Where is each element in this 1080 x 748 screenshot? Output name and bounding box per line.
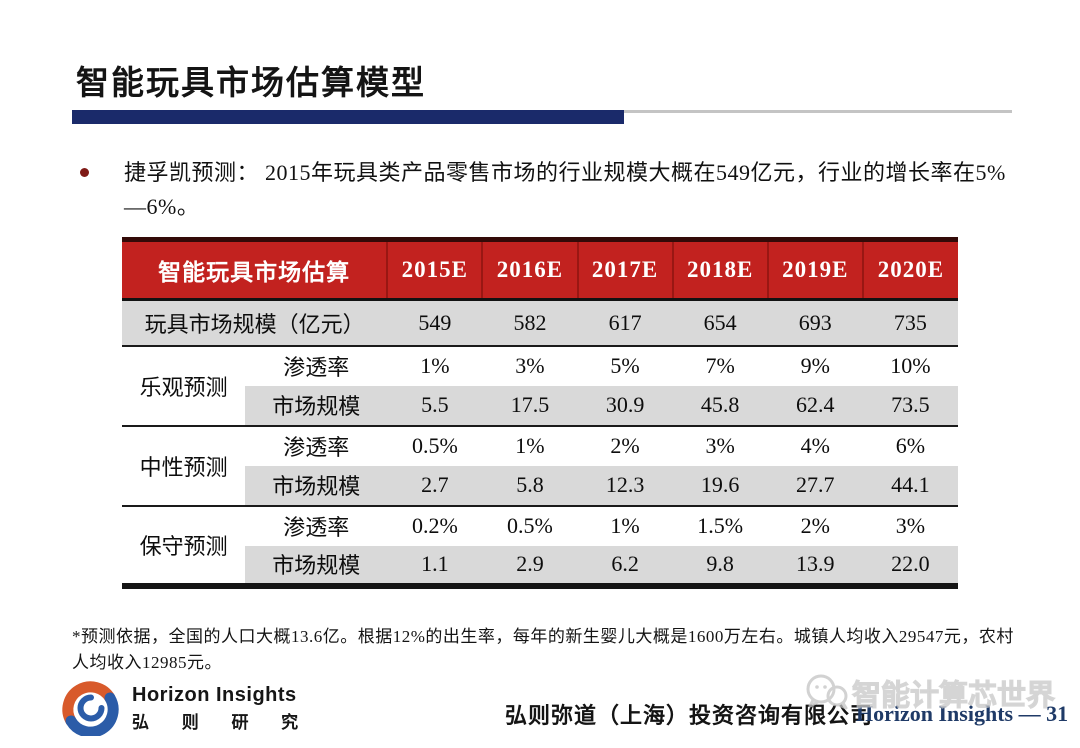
cell: 17.5: [482, 385, 578, 426]
footer-logo-text: Horizon Insights 弘 则 研 究: [132, 684, 307, 733]
sub-label: 市场规模: [245, 465, 388, 506]
title-underline-bar: [72, 110, 624, 124]
header-cell-2015e: 2015E: [386, 237, 483, 301]
cell: 44.1: [862, 465, 958, 506]
cell: 2.7: [387, 465, 483, 506]
cell: 1.1: [387, 545, 483, 586]
cell: 5.8: [482, 465, 578, 506]
bullet-text: 捷孚凯预测： 2015年玩具类产品零售市场的行业规模大概在549亿元，行业的增长…: [124, 160, 1006, 219]
cell: 73.5: [862, 385, 958, 426]
cell: 22.0: [862, 545, 958, 586]
table-row-neutral-penetration: 中性预测 渗透率 0.5% 1% 2% 3% 4% 6%: [122, 424, 958, 506]
cell: 1%: [482, 424, 578, 466]
bullet-icon: [80, 168, 89, 177]
cell: 3%: [482, 344, 578, 386]
group-label-optimistic: 乐观预测: [122, 344, 246, 426]
cell: 2%: [767, 504, 863, 546]
sub-label: 渗透率: [245, 344, 388, 386]
cell: 30.9: [577, 385, 673, 426]
bullet-paragraph: 捷孚凯预测： 2015年玩具类产品零售市场的行业规模大概在549亿元，行业的增长…: [78, 156, 1008, 224]
cell: 582: [482, 299, 578, 346]
cell: 0.5%: [482, 504, 578, 546]
table-row-conservative-size: 市场规模 1.1 2.9 6.2 9.8 13.9 22.0: [122, 545, 958, 586]
sub-label: 市场规模: [245, 385, 388, 426]
cell: 0.5%: [387, 424, 483, 466]
cell: 10%: [862, 344, 958, 386]
cell: 13.9: [767, 545, 863, 586]
cell: 4%: [767, 424, 863, 466]
cell: 9%: [767, 344, 863, 386]
cell: 1%: [577, 504, 673, 546]
table-row-conservative-penetration: 保守预测 渗透率 0.2% 0.5% 1% 1.5% 2% 3%: [122, 504, 958, 586]
header-cell-2017e: 2017E: [576, 237, 673, 301]
row-label: 玩具市场规模（亿元）: [122, 299, 388, 346]
page-title: 智能玩具市场估算模型: [76, 66, 426, 102]
cell: 27.7: [767, 465, 863, 506]
cell: 7%: [672, 344, 768, 386]
header-cell-2016e: 2016E: [481, 237, 578, 301]
cell: 6.2: [577, 545, 673, 586]
cell: 5%: [577, 344, 673, 386]
footer-brand-text: Horizon Insights: [856, 701, 1014, 726]
cell: 2.9: [482, 545, 578, 586]
title-rule-line: [624, 110, 1012, 113]
logo-title: Horizon Insights: [132, 684, 297, 706]
group-label-conservative: 保守预测: [122, 504, 246, 586]
market-estimate-table: 智能玩具市场估算 2015E 2016E 2017E 2018E 2019E 2…: [122, 237, 958, 589]
cell: 12.3: [577, 465, 673, 506]
footnote: *预测依据，全国的人口大概13.6亿。根据12%的出生率，每年的新生婴儿大概是1…: [72, 627, 1014, 672]
header-cell-2020e: 2020E: [861, 237, 958, 301]
table-row-optimistic-penetration: 乐观预测 渗透率 1% 3% 5% 7% 9% 10%: [122, 344, 958, 426]
cell: 3%: [672, 424, 768, 466]
page-number: — 31: [1018, 701, 1069, 726]
cell: 693: [767, 299, 863, 346]
group-label-neutral: 中性预测: [122, 424, 246, 506]
cell: 45.8: [672, 385, 768, 426]
table-header-row: 智能玩具市场估算 2015E 2016E 2017E 2018E 2019E 2…: [122, 237, 958, 301]
logo-subtitle: 弘 则 研 究: [132, 713, 308, 732]
table-row-neutral-size: 市场规模 2.7 5.8 12.3 19.6 27.7 44.1: [122, 465, 958, 506]
cell: 735: [862, 299, 958, 346]
cell: 1.5%: [672, 504, 768, 546]
sub-label: 渗透率: [245, 424, 388, 466]
header-cell-2019e: 2019E: [766, 237, 863, 301]
sub-label: 渗透率: [245, 504, 388, 546]
cell: 5.5: [387, 385, 483, 426]
table-row-optimistic-size: 市场规模 5.5 17.5 30.9 45.8 62.4 73.5: [122, 385, 958, 426]
table-row-market-size: 玩具市场规模（亿元） 549 582 617 654 693 735: [122, 299, 958, 346]
header-cell-title: 智能玩具市场估算: [122, 237, 388, 301]
footer-brand: Horizon Insights — 31: [856, 701, 1068, 727]
cell: 62.4: [767, 385, 863, 426]
cell: 549: [387, 299, 483, 346]
cell: 617: [577, 299, 673, 346]
cell: 1%: [387, 344, 483, 386]
cell: 6%: [862, 424, 958, 466]
cell: 0.2%: [387, 504, 483, 546]
cell: 3%: [862, 504, 958, 546]
header-cell-2018e: 2018E: [671, 237, 768, 301]
cell: 2%: [577, 424, 673, 466]
cell: 654: [672, 299, 768, 346]
horizon-insights-logo: [62, 681, 119, 736]
cell: 9.8: [672, 545, 768, 586]
cell: 19.6: [672, 465, 768, 506]
sub-label: 市场规模: [245, 545, 388, 586]
footer-company-name: 弘则弥道（上海）投资咨询有限公司: [505, 703, 874, 728]
